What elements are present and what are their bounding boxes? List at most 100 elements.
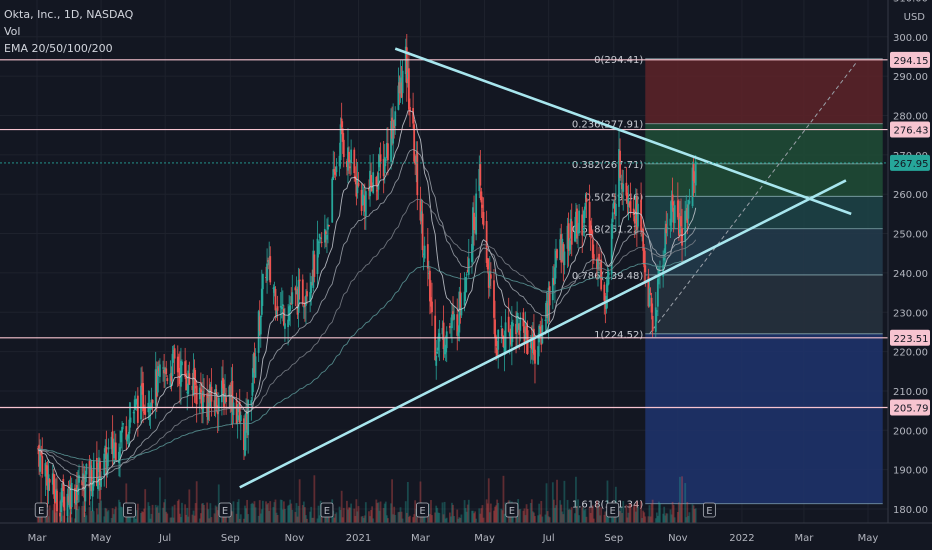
volume-bar	[561, 511, 564, 523]
earnings-marker	[702, 502, 716, 518]
volume-bar	[238, 518, 241, 523]
candle-body	[409, 106, 411, 112]
volume-bar	[261, 500, 264, 523]
ema-indicator-label[interactable]: EMA 20/50/100/200	[4, 42, 113, 55]
volume-bar	[405, 512, 408, 523]
candle-body	[144, 407, 147, 415]
volume-bar	[464, 508, 467, 523]
volume-indicator-label[interactable]: Vol	[4, 25, 21, 38]
candle-body	[186, 392, 189, 394]
time-tick-label: Nov	[668, 533, 688, 544]
candle-body	[453, 314, 455, 320]
candle-body	[217, 397, 220, 412]
volume-bar	[404, 501, 407, 523]
candle-body	[246, 411, 249, 430]
candle-body	[465, 274, 468, 276]
candle-body	[419, 200, 422, 221]
candle-body	[76, 485, 78, 501]
trendlines[interactable]	[239, 47, 852, 489]
candle-body	[105, 446, 108, 474]
volume-bar	[310, 506, 313, 523]
volume-bar	[570, 507, 573, 523]
candle-body	[237, 407, 240, 413]
volume-bar	[150, 513, 153, 523]
candle-body	[106, 454, 109, 475]
candle-body	[641, 234, 644, 236]
candle-body	[89, 465, 92, 492]
volume-bar	[622, 501, 625, 523]
candle-body	[46, 465, 49, 490]
candle-body	[495, 336, 497, 347]
candle-body	[464, 276, 467, 293]
candle-body	[371, 187, 374, 192]
price-tick-label: 190.00	[893, 466, 928, 477]
candle-body	[591, 239, 594, 259]
volume-bar	[596, 500, 598, 523]
candle-body	[670, 200, 673, 223]
volume-bar	[162, 507, 164, 523]
candle-body	[90, 469, 93, 492]
candle-body	[126, 436, 129, 442]
candle-body	[288, 306, 291, 322]
candle-body	[545, 300, 548, 319]
volume-bar	[144, 489, 147, 523]
volume-bar	[246, 499, 249, 523]
volume-bar	[236, 501, 239, 523]
volume-bar	[421, 513, 424, 523]
fibonacci-retracement[interactable]: 0(294.41)0.236(277.91)0.382(267.71)0.5(2…	[572, 55, 883, 511]
candle-body	[122, 423, 125, 425]
volume-bar	[165, 511, 168, 523]
volume-bar	[78, 506, 80, 523]
candle-body	[589, 231, 592, 234]
candle-body	[372, 172, 375, 193]
volume-bar	[581, 506, 584, 523]
candle-body	[376, 190, 379, 192]
volume-bar	[335, 512, 338, 523]
candle-body	[523, 326, 526, 345]
candle-body	[318, 233, 321, 238]
volume-bar	[61, 504, 64, 523]
price-axis-bg	[888, 0, 932, 550]
volume-bar	[151, 504, 154, 523]
symbol-title[interactable]: Okta, Inc., 1D, NASDAQ	[4, 8, 134, 21]
volume-bar	[627, 512, 630, 523]
volume-bar	[611, 517, 614, 523]
candle-body	[98, 457, 100, 473]
time-axis[interactable]: Mar May Jul Sep Nov 2021 Mar May Jul Sep Nov 2022 Ma…	[0, 522, 932, 550]
volume-bar	[349, 507, 351, 523]
candle-body	[45, 465, 48, 471]
fib-zone	[645, 58, 883, 124]
volume-bar	[384, 501, 387, 523]
volume-bar	[479, 513, 482, 523]
candle-body	[408, 68, 410, 110]
volume-bar	[500, 508, 503, 523]
candle-body	[576, 208, 578, 239]
candle-body	[159, 364, 161, 377]
time-tick-label: Sep	[604, 533, 623, 544]
candle-body	[47, 474, 50, 492]
volume-bar	[253, 501, 256, 523]
volume-bar	[522, 510, 525, 523]
volume-bar	[552, 499, 555, 523]
candle-body	[107, 447, 110, 450]
volume-bar	[67, 515, 70, 523]
candle-body	[368, 187, 370, 191]
candle-body	[38, 444, 41, 467]
candle-body	[379, 154, 382, 162]
candle-body	[370, 174, 372, 187]
candle-body	[134, 399, 137, 405]
ema-line-100	[37, 198, 697, 470]
earnings-marker	[606, 502, 620, 518]
horizontal-levels[interactable]	[0, 59, 888, 409]
volume-bar	[371, 506, 374, 523]
candle-body	[569, 218, 572, 239]
volume-bar	[280, 500, 283, 523]
volume-bar	[409, 515, 411, 523]
volume-bar	[436, 507, 439, 523]
volume-bar	[173, 504, 176, 523]
volume-bar	[247, 514, 250, 523]
candle-body	[515, 323, 517, 335]
